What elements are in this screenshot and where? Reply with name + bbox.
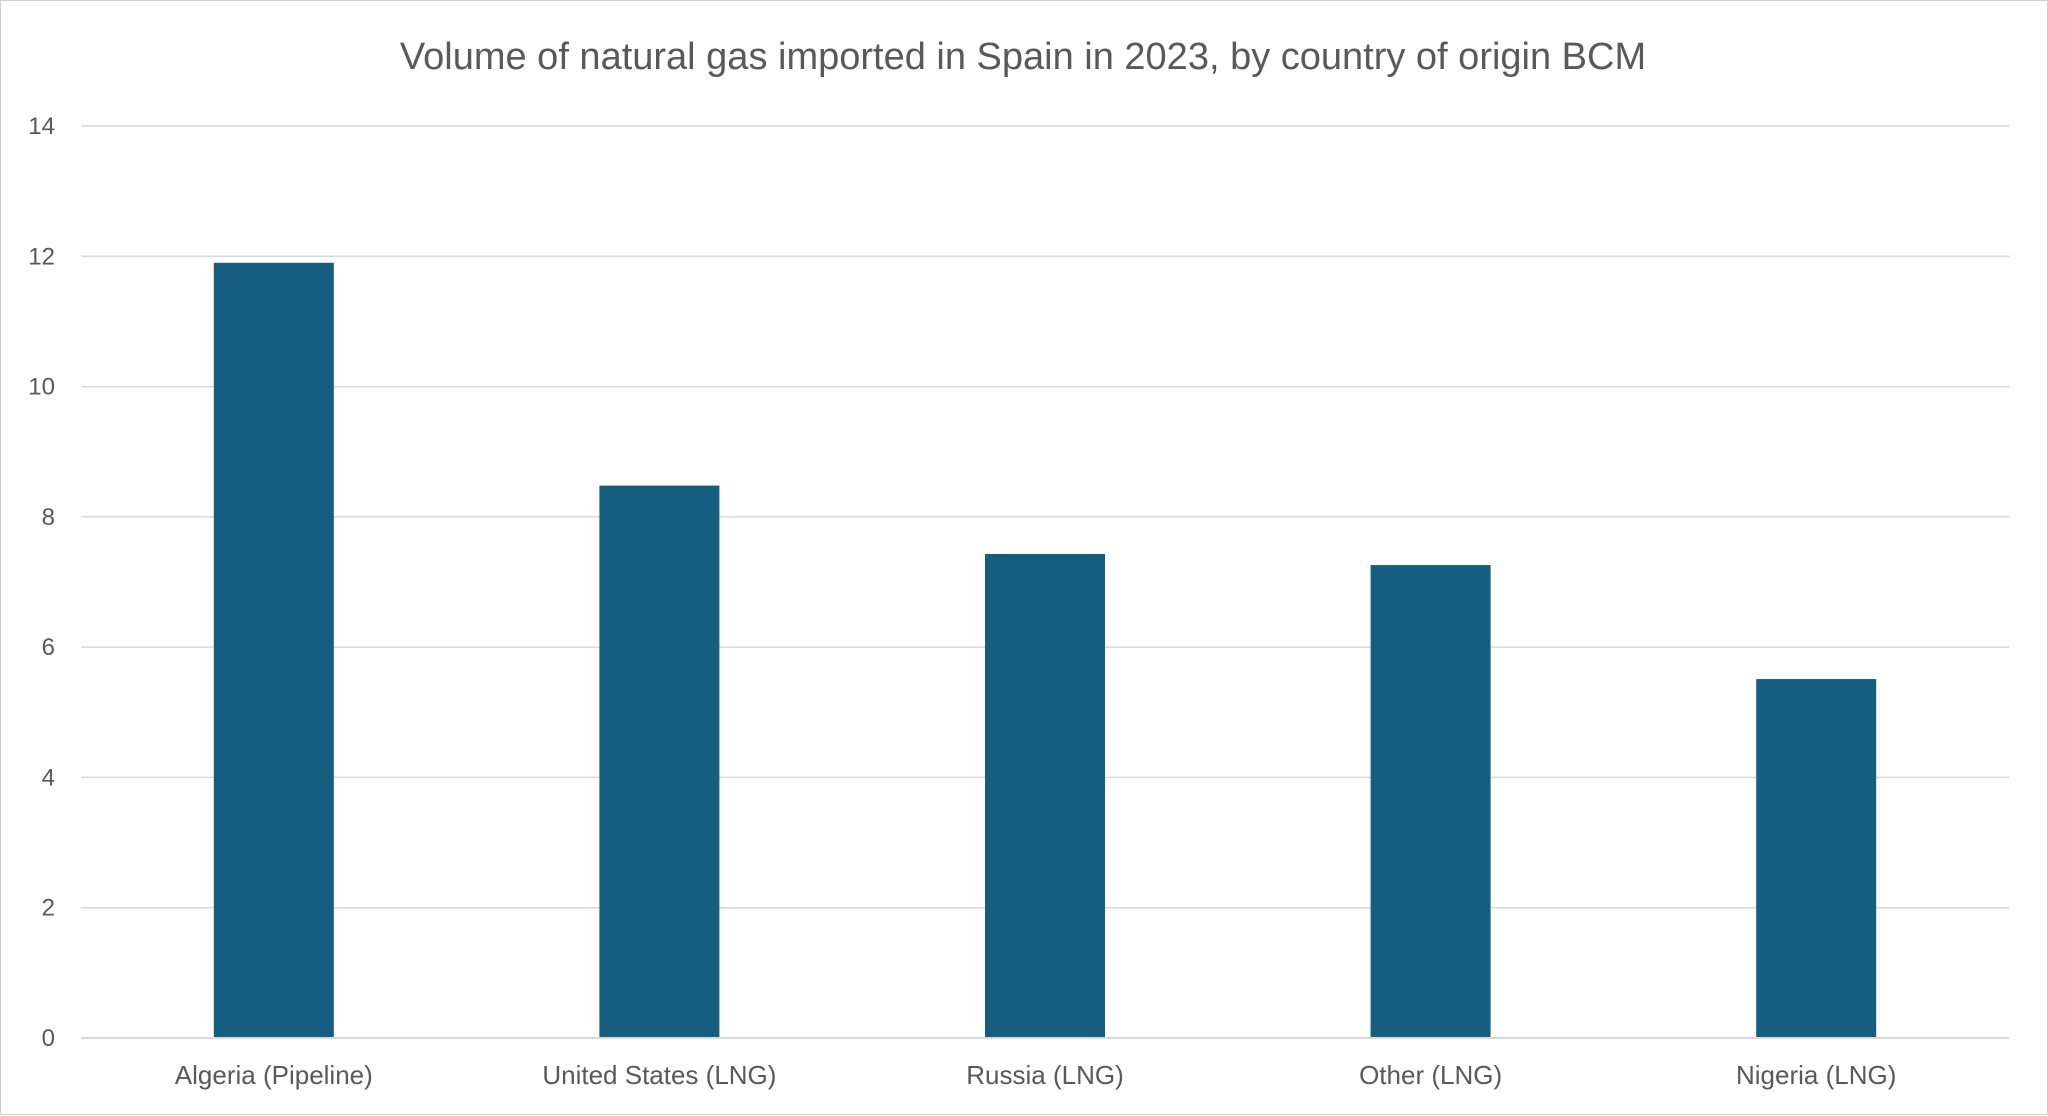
x-category-label: United States (LNG)	[542, 1060, 776, 1090]
chart-title: Volume of natural gas imported in Spain …	[400, 36, 1646, 78]
bar	[1756, 679, 1877, 1038]
x-category-label: Algeria (Pipeline)	[175, 1060, 373, 1090]
x-category-label: Other (LNG)	[1359, 1060, 1502, 1090]
y-tick-label: 6	[42, 634, 55, 661]
y-tick-label: 12	[28, 243, 55, 270]
x-category-label: Russia (LNG)	[966, 1060, 1123, 1090]
bar	[985, 553, 1105, 1038]
x-category-label: Nigeria (LNG)	[1736, 1060, 1896, 1090]
y-tick-label: 14	[28, 113, 55, 140]
y-tick-label: 4	[42, 764, 55, 791]
y-tick-label: 8	[42, 504, 55, 531]
bars	[213, 262, 1877, 1038]
y-tick-label: 2	[42, 895, 55, 922]
bar	[599, 485, 720, 1038]
bar	[213, 262, 334, 1038]
y-tick-label: 0	[42, 1025, 55, 1052]
y-tick-label: 10	[28, 374, 55, 401]
bar	[1370, 565, 1491, 1038]
y-axis-ticks: 0 2 4 6 8 10 12 14	[28, 113, 55, 1052]
category-labels: Algeria (Pipeline) United States (LNG) Rus…	[175, 1060, 1897, 1090]
